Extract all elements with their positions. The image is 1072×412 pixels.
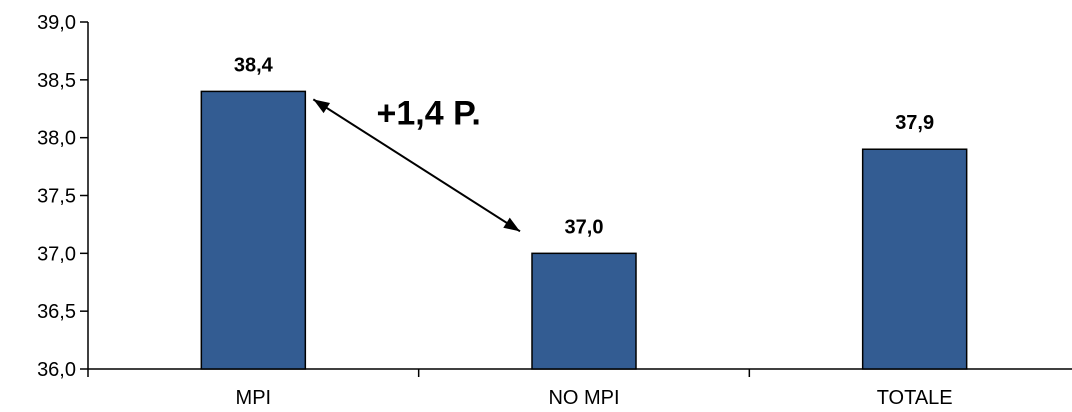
x-category-label: TOTALE bbox=[877, 387, 953, 409]
bar bbox=[200, 90, 307, 370]
x-category-label: MPI bbox=[236, 387, 272, 409]
annotation: +1,4 P. bbox=[312, 94, 521, 233]
bars bbox=[200, 90, 968, 370]
x-axis: MPI NO MPI TOTALE bbox=[87, 368, 1072, 409]
y-tick-label: 38,5 bbox=[37, 70, 76, 92]
difference-annotation: +1,4 P. bbox=[377, 94, 481, 132]
y-tick-label: 37,0 bbox=[37, 243, 76, 265]
y-tick-label: 36,5 bbox=[37, 301, 76, 323]
arrow-head-end bbox=[503, 217, 520, 232]
y-tick-label: 36,0 bbox=[37, 359, 76, 381]
y-tick-label: 39,0 bbox=[37, 12, 76, 34]
data-labels: 38,4 37,0 37,9 bbox=[234, 54, 934, 238]
bar-value-label: 37,9 bbox=[895, 112, 934, 134]
bar bbox=[531, 252, 637, 370]
y-tick-label: 38,0 bbox=[37, 128, 76, 150]
y-axis: 36,0 36,5 37,0 37,5 38,0 38,5 39,0 bbox=[37, 12, 89, 381]
x-category-label: NO MPI bbox=[548, 387, 619, 409]
arrow-head-start bbox=[313, 99, 331, 114]
bar-value-label: 38,4 bbox=[234, 54, 274, 76]
y-tick-label: 37,5 bbox=[37, 186, 76, 208]
bar bbox=[861, 148, 968, 370]
bar-value-label: 37,0 bbox=[565, 216, 604, 238]
difference-arrow bbox=[312, 98, 521, 233]
